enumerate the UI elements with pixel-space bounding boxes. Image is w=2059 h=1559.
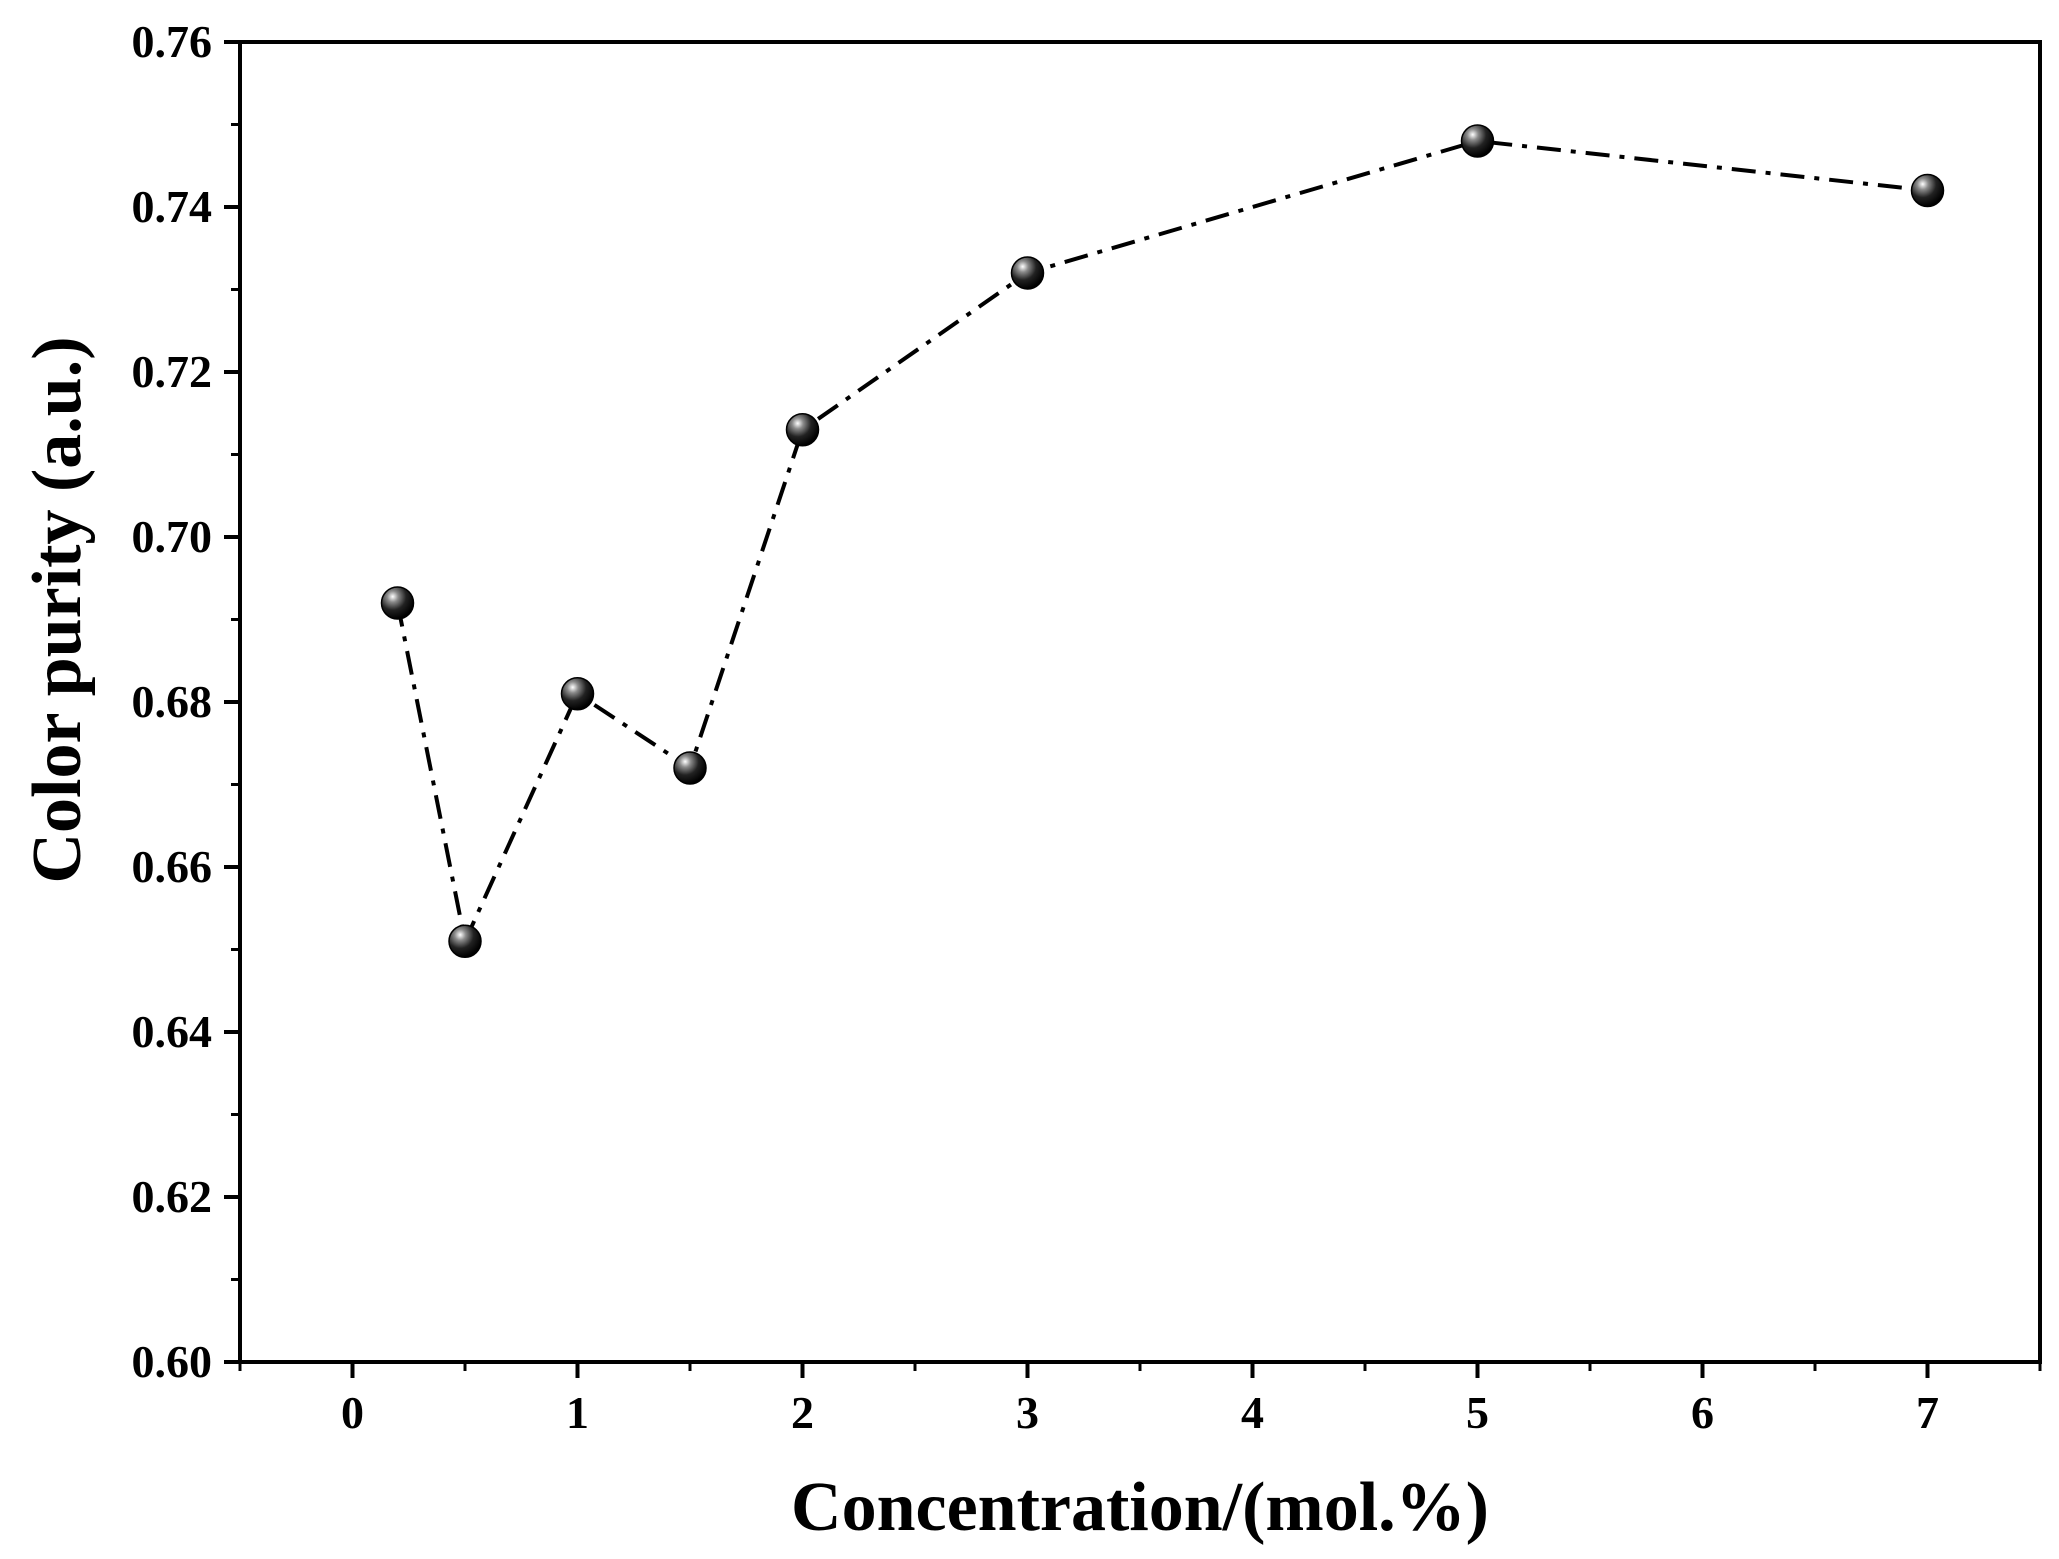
series-group (380, 124, 1945, 958)
x-tick-label: 6 (1691, 1387, 1714, 1438)
y-tick-label: 0.66 (132, 841, 213, 892)
data-point (1460, 124, 1495, 158)
data-point (448, 924, 482, 958)
x-tick-label: 0 (341, 1387, 364, 1438)
x-axis-tick-labels: 0 1 2 3 4 5 6 7 (341, 1387, 1939, 1438)
data-point (1910, 173, 1945, 208)
y-axis-title: Color purity (a.u.) (19, 336, 96, 883)
x-axis-ticks (238, 1362, 2042, 1378)
x-tick-label: 4 (1241, 1387, 1264, 1438)
plot-frame (238, 40, 2042, 1364)
y-tick-label: 0.62 (132, 1171, 213, 1222)
y-tick-label: 0.74 (132, 181, 213, 232)
y-tick-label: 0.60 (132, 1336, 213, 1387)
y-axis-ticks (224, 40, 240, 1364)
data-point (785, 413, 820, 447)
data-point (380, 586, 415, 620)
x-tick-label: 7 (1916, 1387, 1939, 1438)
x-tick-label: 3 (1016, 1387, 1039, 1438)
y-tick-label: 0.70 (132, 511, 213, 562)
data-point (673, 751, 707, 785)
y-tick-label: 0.64 (132, 1006, 213, 1057)
x-tick-label: 5 (1466, 1387, 1489, 1438)
x-tick-label: 2 (791, 1387, 814, 1438)
y-tick-label: 0.68 (132, 676, 213, 727)
x-tick-label: 1 (566, 1387, 589, 1438)
x-axis-title: Concentration/(mol.%) (791, 1469, 1489, 1546)
series-line (395, 139, 1928, 944)
y-tick-label: 0.76 (132, 16, 213, 67)
y-axis-tick-labels: 0.60 0.62 0.64 0.66 0.68 0.70 0.72 0.74 0.76 (132, 16, 213, 1387)
data-point (560, 677, 595, 711)
data-point (1010, 256, 1045, 290)
y-tick-label: 0.72 (132, 346, 213, 397)
